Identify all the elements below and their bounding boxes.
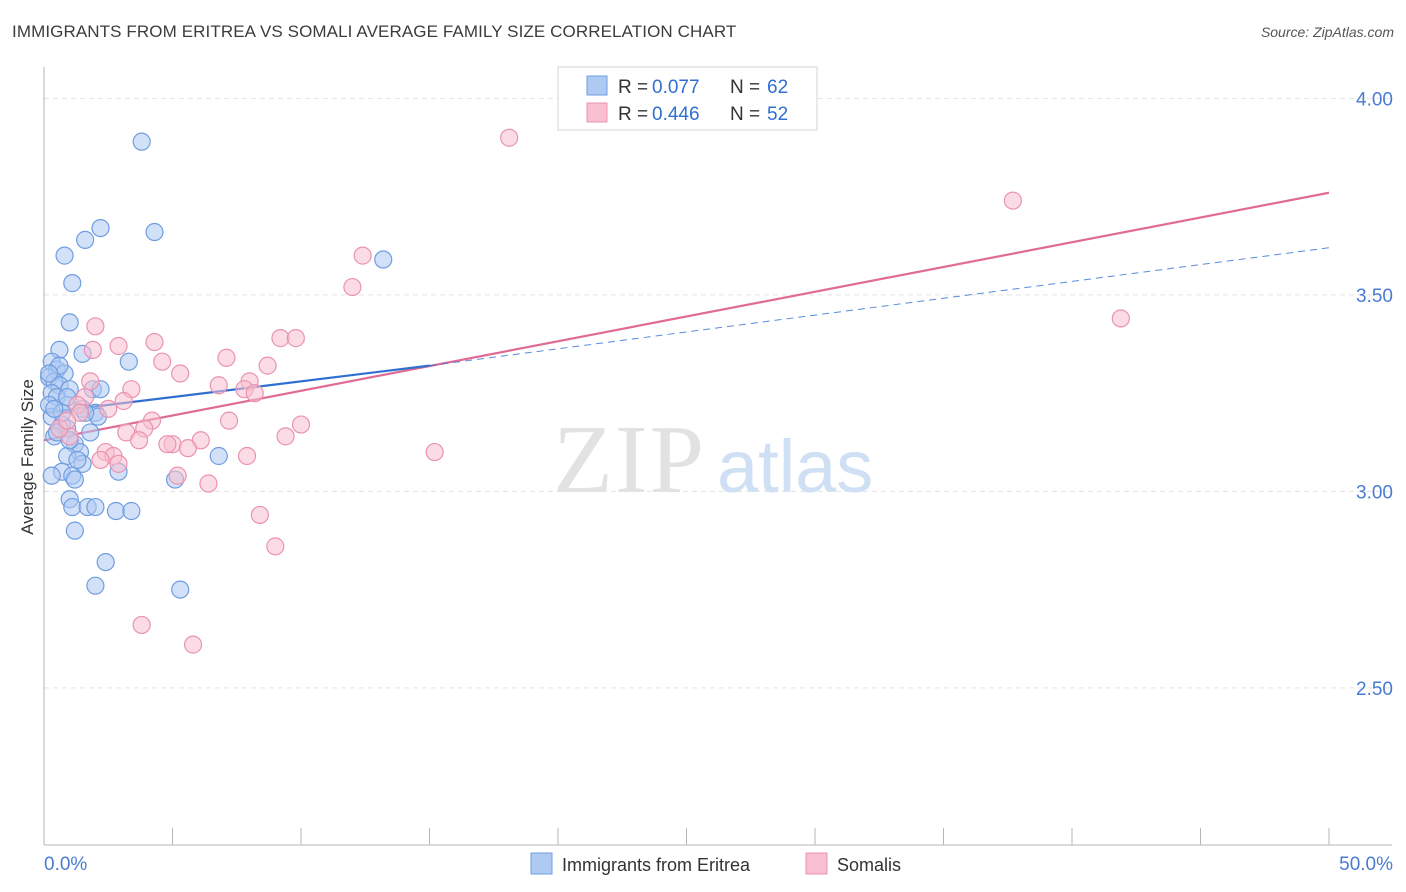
data-point-somalis xyxy=(250,505,269,525)
data-points xyxy=(40,128,1130,654)
data-point-somalis xyxy=(132,615,151,635)
data-point-eritrea xyxy=(55,246,74,265)
data-point-eritrea xyxy=(96,552,115,572)
data-point-somalis xyxy=(276,427,295,446)
chart-title: IMMIGRANTS FROM ERITREA VS SOMALI AVERAG… xyxy=(12,22,737,41)
legend-r-value-somalis: 0.446 xyxy=(652,104,700,125)
trend-lines xyxy=(43,191,1330,442)
axes xyxy=(43,67,1392,846)
data-point-somalis xyxy=(219,411,239,430)
data-point-eritrea xyxy=(171,580,190,599)
data-point-eritrea xyxy=(91,219,110,238)
x-tick-label-min: 0.0% xyxy=(44,854,87,875)
data-point-eritrea xyxy=(145,222,164,242)
data-point-somalis xyxy=(199,474,218,493)
data-point-eritrea xyxy=(60,313,79,332)
data-point-somalis xyxy=(237,446,257,466)
data-point-somalis xyxy=(99,399,118,418)
bottom-legend-label-eritrea: Immigrants from Eritrea xyxy=(562,855,751,875)
x-axis-ticks xyxy=(43,828,1330,845)
data-point-eritrea xyxy=(42,466,61,485)
data-point-somalis xyxy=(86,317,105,336)
trend-line-somalis xyxy=(43,191,1330,442)
legend-n-value-somalis: 52 xyxy=(767,104,788,125)
data-point-somalis xyxy=(353,246,372,265)
data-point-eritrea xyxy=(63,274,82,293)
legend-n-label-somalis: N = xyxy=(730,104,765,125)
y-tick-label: 3.00 xyxy=(1356,482,1393,503)
data-point-somalis xyxy=(153,352,172,371)
legend-n-label-eritrea: N = xyxy=(730,77,765,98)
legend-n-value-eritrea: 62 xyxy=(767,77,788,98)
y-axis-tick-labels: 2.50 3.00 3.50 4.00 xyxy=(1356,89,1393,699)
legend-r-label-eritrea: R = xyxy=(618,77,653,98)
data-point-eritrea xyxy=(119,352,138,371)
bottom-legend-swatch-eritrea xyxy=(530,852,553,875)
data-point-somalis xyxy=(171,364,190,383)
data-point-somalis xyxy=(343,277,362,297)
legend-swatch-eritrea xyxy=(586,75,608,96)
data-point-somalis xyxy=(1003,191,1022,210)
y-tick-label: 2.50 xyxy=(1356,679,1393,700)
data-point-eritrea xyxy=(40,364,59,383)
data-point-eritrea xyxy=(86,576,105,595)
data-point-somalis xyxy=(145,332,164,352)
data-point-somalis xyxy=(245,384,264,403)
data-point-somalis xyxy=(109,454,128,473)
data-point-somalis xyxy=(271,329,290,348)
data-point-somalis xyxy=(291,415,311,434)
x-tick-label-max: 50.0% xyxy=(1339,854,1393,875)
bottom-legend-swatch-somalis xyxy=(805,852,828,875)
data-point-eritrea xyxy=(65,470,84,489)
y-axis-title: Average Family Size xyxy=(18,379,37,535)
data-point-somalis xyxy=(109,336,128,356)
data-point-somalis xyxy=(209,376,228,395)
data-point-somalis xyxy=(425,442,444,462)
data-point-somalis xyxy=(158,435,177,454)
data-point-eritrea xyxy=(86,497,105,517)
data-point-eritrea xyxy=(68,450,87,470)
y-tick-label: 4.00 xyxy=(1356,89,1393,110)
data-point-somalis xyxy=(1111,309,1130,328)
watermark-atlas: atlas xyxy=(717,425,873,508)
data-point-eritrea xyxy=(65,521,84,540)
bottom-legend-label-somalis: Somalis xyxy=(837,855,901,875)
data-point-somalis xyxy=(91,450,110,470)
data-point-somalis xyxy=(183,635,203,654)
watermark-zip: ZIP xyxy=(553,406,706,514)
data-point-somalis xyxy=(168,466,187,485)
data-point-somalis xyxy=(129,431,149,450)
data-point-somalis xyxy=(500,128,519,147)
data-point-somalis xyxy=(83,340,102,360)
data-point-somalis xyxy=(58,411,77,430)
data-point-somalis xyxy=(286,329,305,348)
legend: R = 0.077 N = 62 R = 0.446 N = 52 xyxy=(557,66,818,131)
data-point-somalis xyxy=(266,537,285,556)
data-point-somalis xyxy=(81,372,100,391)
data-point-somalis xyxy=(114,391,133,411)
data-point-eritrea xyxy=(106,501,126,521)
data-point-somalis xyxy=(178,439,198,458)
data-point-eritrea xyxy=(45,399,64,418)
data-point-eritrea xyxy=(81,423,100,442)
bottom-legend: Immigrants from Eritrea Somalis xyxy=(530,852,901,875)
legend-r-label-somalis: R = xyxy=(618,104,653,125)
data-point-somalis xyxy=(258,356,277,375)
chart-source: Source: ZipAtlas.com xyxy=(1260,24,1394,40)
data-point-eritrea xyxy=(63,497,82,517)
data-point-eritrea xyxy=(209,446,228,466)
data-point-somalis xyxy=(217,348,236,367)
data-point-eritrea xyxy=(132,132,151,151)
legend-r-value-eritrea: 0.077 xyxy=(652,77,700,98)
y-tick-label: 3.50 xyxy=(1356,286,1393,307)
data-point-eritrea xyxy=(76,230,95,249)
legend-swatch-somalis xyxy=(586,102,608,123)
trend-line-eritrea-extension xyxy=(429,247,1330,367)
data-point-eritrea xyxy=(374,250,393,269)
data-point-eritrea xyxy=(122,501,141,521)
watermark: ZIP atlas xyxy=(553,406,873,514)
